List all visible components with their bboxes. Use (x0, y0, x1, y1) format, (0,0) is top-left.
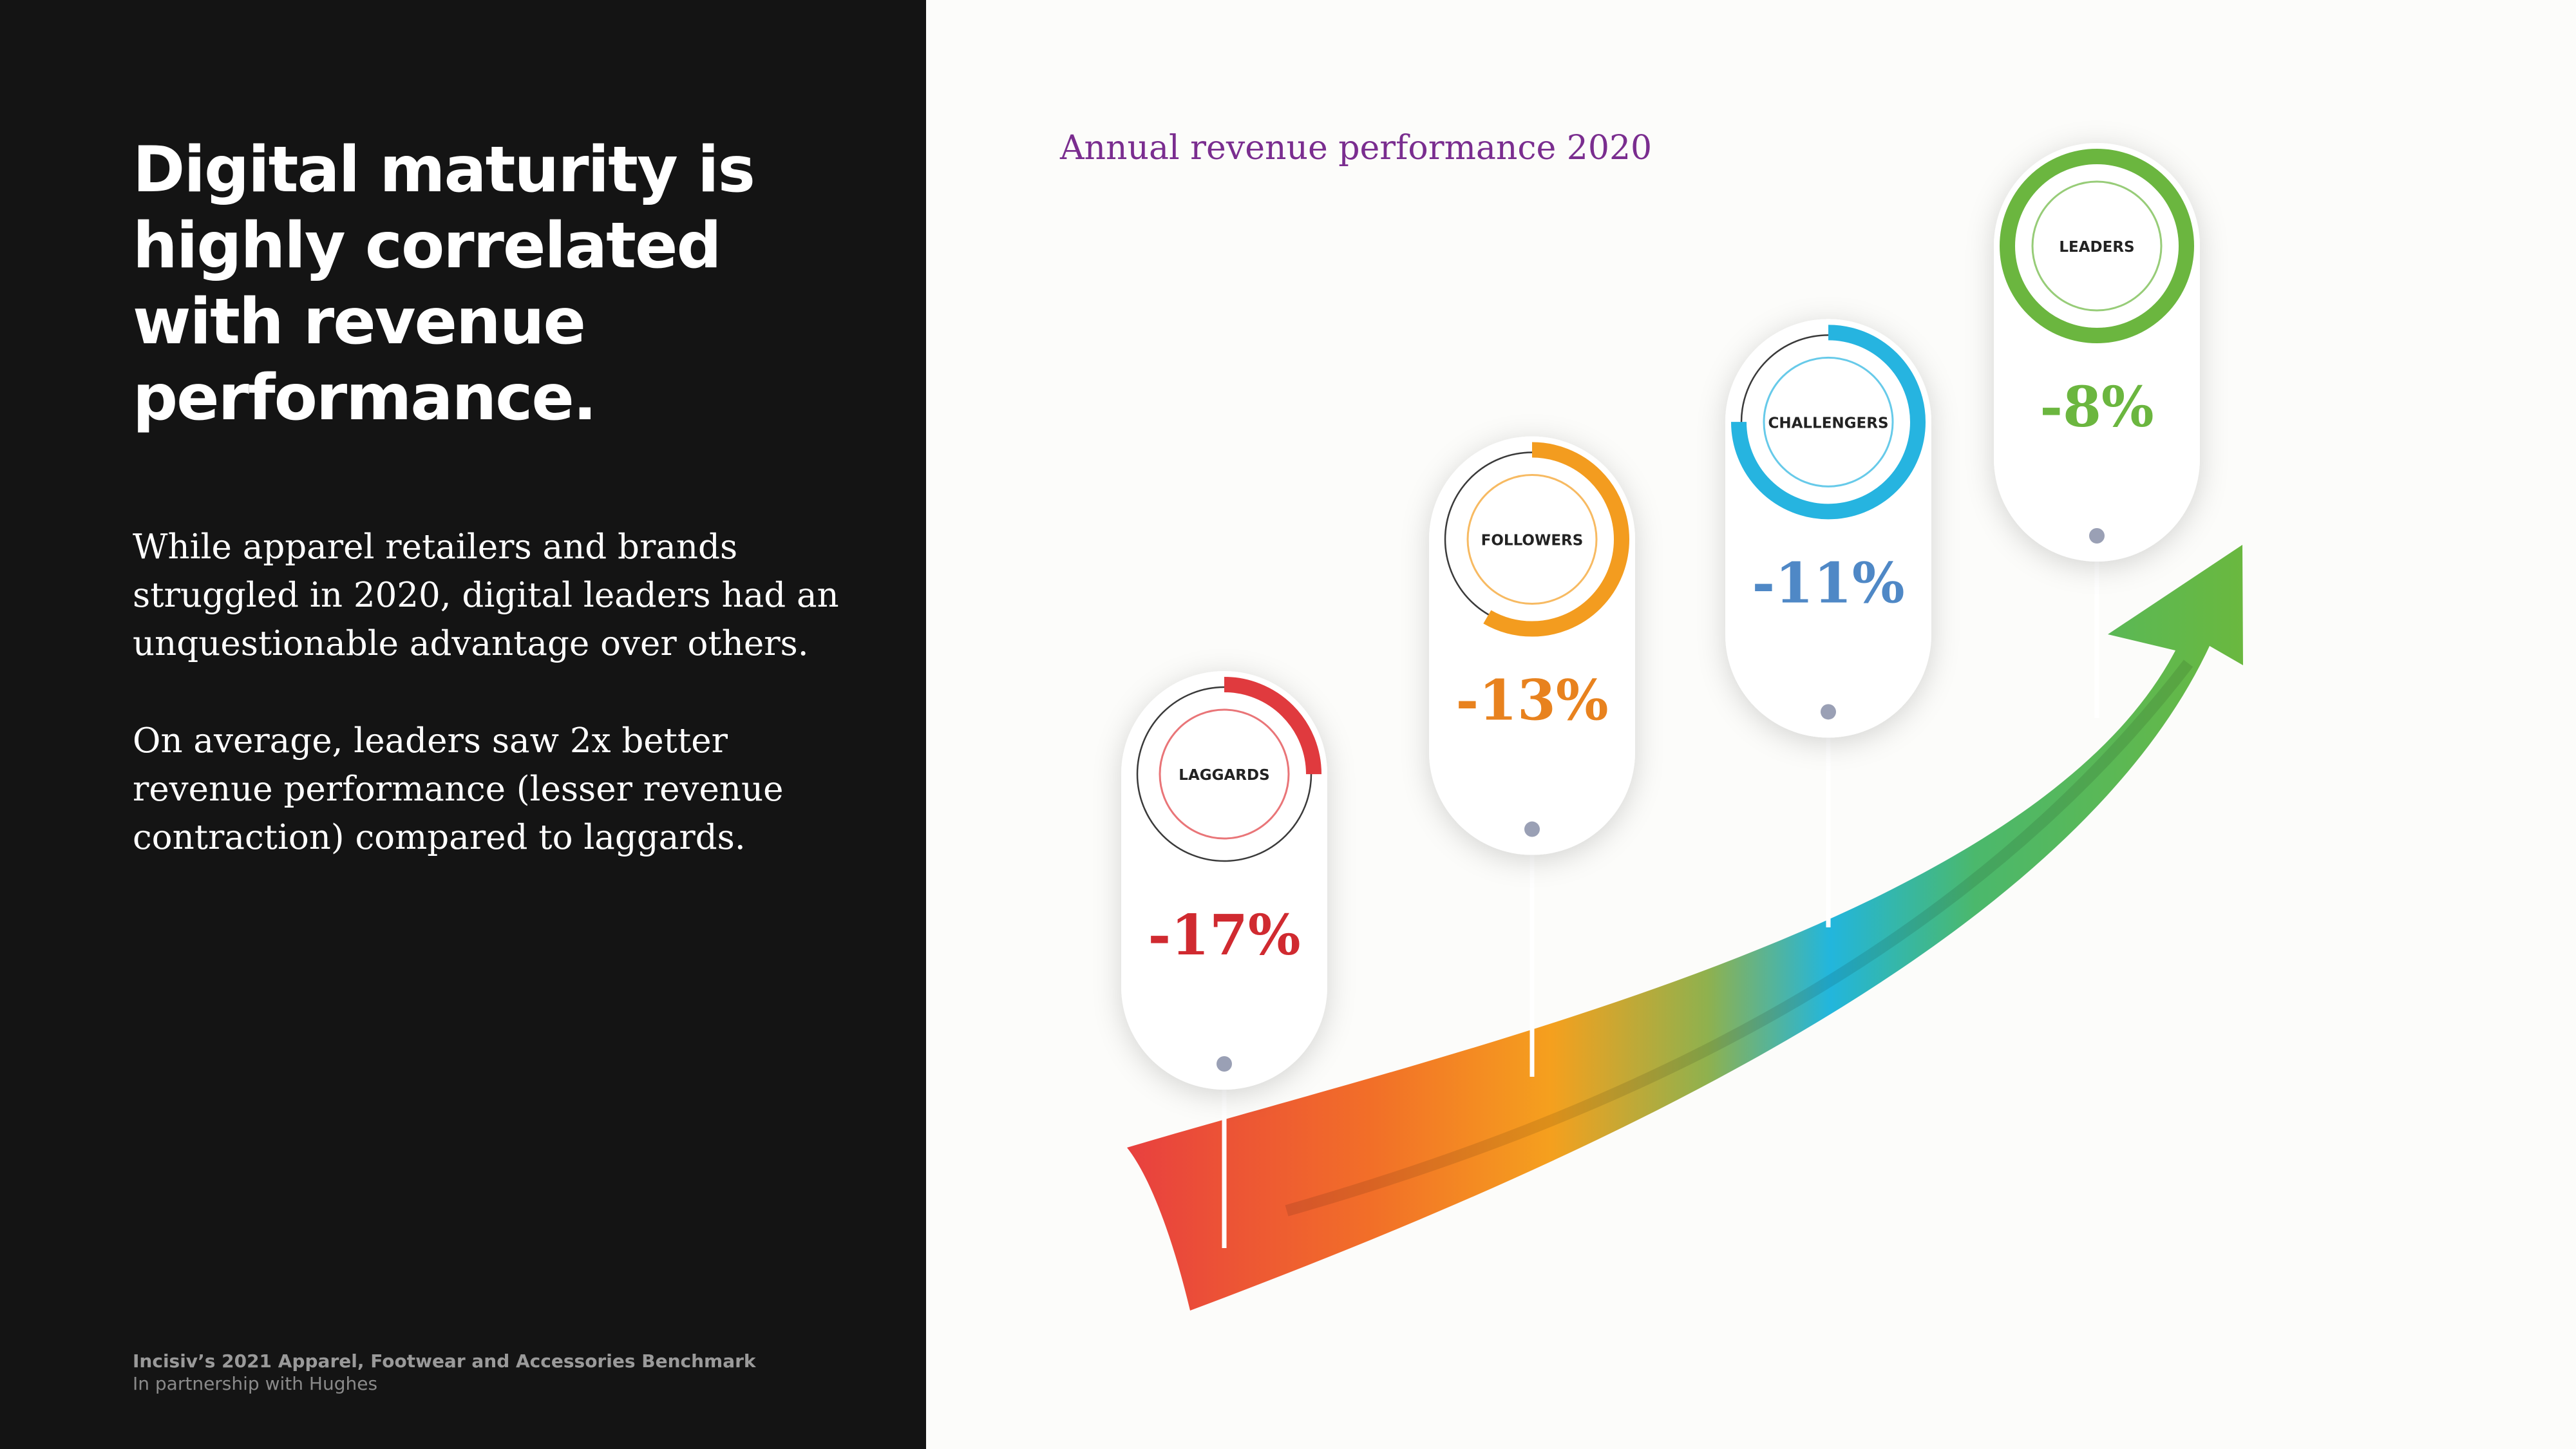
ring-arc-laggards (1127, 677, 1321, 871)
anchor-dot-followers (1524, 821, 1540, 837)
arrow-shading (1285, 659, 2193, 1217)
card-laggards: LAGGARDS -17% (1121, 671, 1327, 1248)
category-label-challengers: CHALLENGERS (1768, 415, 1888, 431)
ring-inner-leaders (2031, 180, 2163, 312)
card-followers: FOLLOWERS -13% (1429, 436, 1635, 1077)
anchor-dot-leaders (2089, 528, 2105, 544)
headline: Digital maturity is highly correlated wi… (133, 133, 755, 435)
value-label-laggards: -17% (1148, 903, 1300, 968)
left-panel: Digital maturity is highly correlated wi… (0, 0, 926, 1449)
ring-arc-leaders (2000, 149, 2194, 343)
footer-partner: In partnership with Hughes (133, 1373, 378, 1394)
chart-panel: Annual revenue performance 2020 LAGGARDS… (926, 0, 2576, 1449)
intro-paragraph: While apparel retailers and brands strug… (133, 527, 839, 663)
card-challengers: CHALLENGERS -11% (1725, 319, 1931, 927)
category-label-laggards: LAGGARDS (1179, 767, 1269, 784)
category-label-followers: FOLLOWERS (1481, 533, 1584, 549)
growth-arrow (1127, 545, 2243, 1311)
ring-arc-challengers (1731, 325, 1926, 520)
revenue-chart: LAGGARDS -17% FOLLOWERS -13% CHALLENGERS -11%… (1121, 143, 2243, 1311)
value-label-followers: -13% (1455, 668, 1608, 734)
anchor-dot-laggards (1217, 1056, 1232, 1072)
value-label-challengers: -11% (1752, 551, 1904, 616)
chart-title: Annual revenue performance 2020 (1060, 129, 1653, 167)
ring-arc-followers (1435, 442, 1629, 637)
ring-inner-followers (1466, 474, 1598, 605)
category-label-leaders: LEADERS (2059, 239, 2134, 256)
ring-inner-challengers (1763, 356, 1894, 488)
summary-paragraph: On average, leaders saw 2x better revenu… (133, 721, 784, 857)
footer-source: Incisiv’s 2021 Apparel, Footwear and Acc… (133, 1350, 756, 1372)
card-leaders: LEADERS -8% (1994, 143, 2200, 718)
value-label-leaders: -8% (2040, 375, 2154, 440)
ring-inner-laggards (1159, 708, 1290, 840)
anchor-dot-challengers (1821, 704, 1836, 720)
